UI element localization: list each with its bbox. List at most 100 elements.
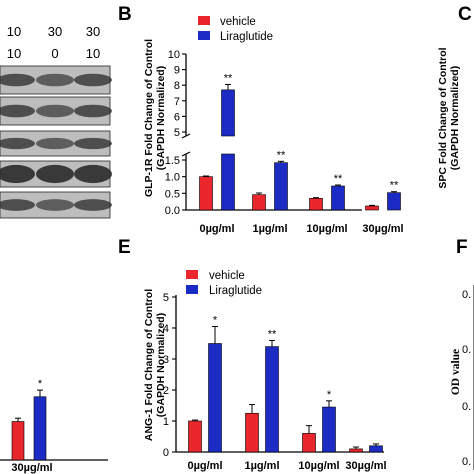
panel-b-category-label: 0µg/ml xyxy=(199,223,234,235)
panel-f-tick-1: 0. xyxy=(462,289,471,301)
panel-c-ylabel-line2: (GAPDH Normalized) xyxy=(449,66,461,170)
blot-band xyxy=(36,104,74,118)
panel-c-partial: SPC Fold Change of Control (GAPDH Normal… xyxy=(437,47,461,188)
lane-label-r2-1: 10 xyxy=(7,46,21,61)
panel-f-tick-3: 0. xyxy=(462,401,471,413)
lane-label-r1-1: 10 xyxy=(7,24,21,39)
blot-band xyxy=(0,164,35,184)
panel-f-partial: OD value 0. 0. 0. 0. xyxy=(450,285,474,470)
panel-a-category-label: 30µg/ml xyxy=(11,462,52,474)
western-blot-strips xyxy=(0,65,112,219)
panel-b-ylabel-line2: (GAPDH Normalized) xyxy=(155,66,167,170)
panel-b-significance: ** xyxy=(224,72,233,84)
blot-band xyxy=(0,199,35,211)
panel-a-lane-labels: 10 30 30 10 0 10 xyxy=(7,24,100,61)
blot-band xyxy=(74,199,112,211)
panel-b-y-tick-label: 0.5 xyxy=(165,188,180,200)
panel-e-category-label: 30µg/ml xyxy=(345,460,386,472)
panel-b-bar-lower xyxy=(221,153,235,211)
panel-b-bar xyxy=(331,185,345,211)
panel-b-bar xyxy=(365,205,379,211)
blot-band xyxy=(74,137,112,150)
blot-band xyxy=(0,73,35,87)
blot-band xyxy=(36,164,74,184)
panel-e-y-tick-label: 2 xyxy=(163,385,169,397)
panel-b-chart: GLP-1R Fold Change of Control (GAPDH Nor… xyxy=(143,16,404,235)
panel-letter-c: C xyxy=(458,4,472,25)
panel-letter-f: F xyxy=(456,237,468,258)
blot-band xyxy=(74,164,112,184)
panel-b-y-tick-label: 1.0 xyxy=(165,172,180,184)
panel-b-bar xyxy=(309,198,323,211)
panel-b-legend-swatch-liraglutide xyxy=(198,31,210,40)
panel-b-y-tick-label: 10 xyxy=(168,49,180,61)
panel-e-significance: * xyxy=(213,314,218,326)
panel-e-category-label: 1µg/ml xyxy=(244,460,279,472)
panel-b-y-tick-label: 7 xyxy=(174,96,180,108)
panel-e-category-label: 0µg/ml xyxy=(187,460,222,472)
panel-e-bar xyxy=(369,445,383,453)
panel-a-significance: * xyxy=(38,378,43,390)
panel-e-bar xyxy=(188,420,202,453)
panel-b-significance: ** xyxy=(334,173,343,185)
panel-letter-e: E xyxy=(118,237,131,258)
panel-a-partial-chart: 30µg/ml * xyxy=(0,378,108,474)
panel-b-break-mark xyxy=(181,151,191,157)
panel-letter-b: B xyxy=(118,4,132,25)
panel-e-bar xyxy=(208,343,222,453)
panel-b-y-tick-label: 0.0 xyxy=(165,205,180,217)
panel-e-bar xyxy=(322,406,336,453)
lane-label-r2-2: 0 xyxy=(51,46,58,61)
lane-label-r1-2: 30 xyxy=(48,24,62,39)
panel-e-bar xyxy=(245,412,259,453)
blot-band xyxy=(0,104,35,118)
lane-label-r1-3: 30 xyxy=(86,24,100,39)
panel-e-y-tick-label: 1 xyxy=(163,416,169,428)
panel-b-category-label: 1µg/ml xyxy=(252,223,287,235)
panel-b-bar xyxy=(199,176,213,211)
blot-band xyxy=(0,137,35,150)
panel-b-y-tick-label: 6 xyxy=(174,111,180,123)
panel-b-y-tick-label: 5 xyxy=(174,127,180,139)
panel-e-y-tick-label: 3 xyxy=(163,354,169,366)
panel-e-ylabel-line2: (GAPDH Normalized) xyxy=(155,313,167,417)
blot-band xyxy=(36,73,74,87)
panel-e-bar xyxy=(349,448,363,453)
panel-b-bar xyxy=(274,162,288,211)
panel-e-category-label: 10µg/ml xyxy=(298,460,339,472)
panel-b-legend-liraglutide: Liraglutide xyxy=(220,31,273,43)
blot-band xyxy=(36,199,74,211)
panel-f-tick-2: 0. xyxy=(462,344,471,356)
panel-b-legend-swatch-vehicle xyxy=(198,16,210,25)
panel-a-bar xyxy=(11,421,25,461)
panel-e-y-tick-label: 5 xyxy=(163,292,169,304)
panel-b-break-mark xyxy=(181,133,191,139)
panel-e-significance: * xyxy=(327,389,332,401)
panel-e-bar xyxy=(265,346,279,453)
panel-e-legend-liraglutide: Liraglutide xyxy=(209,285,262,297)
panel-e-y-tick-label: 0 xyxy=(163,447,169,459)
panel-f-ylabel: OD value xyxy=(450,349,462,395)
panel-e-y-tick-label: 4 xyxy=(163,323,169,335)
lane-label-r2-3: 10 xyxy=(86,46,100,61)
panel-b-category-label: 10µg/ml xyxy=(306,223,347,235)
panel-c-ylabel-line1: SPC Fold Change of Control xyxy=(437,47,449,188)
panel-b-significance: ** xyxy=(390,180,399,192)
panel-e-legend-vehicle: vehicle xyxy=(209,270,245,282)
panel-b-y-tick-label: 9 xyxy=(174,65,180,77)
blot-band xyxy=(74,104,112,118)
panel-b-category-label: 30µg/ml xyxy=(362,223,403,235)
panel-b-y-tick-label: 8 xyxy=(174,80,180,92)
panel-e-legend-swatch-liraglutide xyxy=(186,285,198,294)
panel-b-bar-upper xyxy=(221,89,235,137)
panel-b-legend-vehicle: vehicle xyxy=(220,16,256,28)
panel-f-tick-4: 0. xyxy=(462,456,471,468)
panel-e-legend-swatch-vehicle xyxy=(186,270,198,279)
panel-e-ylabel-line1: ANG-1 Fold Change of Control xyxy=(143,289,155,441)
blot-band xyxy=(74,73,112,87)
panel-b-bar xyxy=(387,192,401,211)
panel-b-ylabel-line1: GLP-1R Fold Change of Control xyxy=(143,39,155,197)
panel-a-bar xyxy=(33,396,47,461)
panel-e-chart: ANG-1 Fold Change of Control (GAPDH Norm… xyxy=(143,270,387,472)
